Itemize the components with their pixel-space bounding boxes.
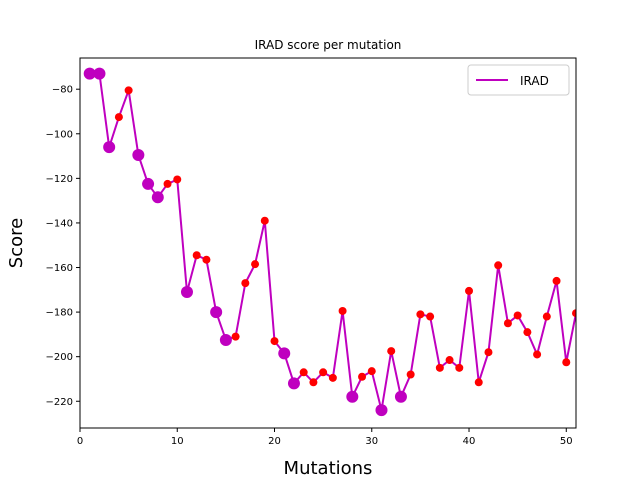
data-point xyxy=(572,309,576,318)
data-point-accepted xyxy=(142,177,155,190)
data-point xyxy=(513,311,522,320)
data-point-accepted xyxy=(287,377,300,390)
data-point-accepted xyxy=(151,191,164,204)
data-point-accepted xyxy=(219,333,232,346)
y-axis: −80 −100 −120 −140 −160 −180 −200 −220 xyxy=(46,85,80,408)
x-tick-label: 20 xyxy=(268,436,281,447)
data-point xyxy=(260,216,269,225)
data-point xyxy=(523,328,532,337)
data-point xyxy=(465,286,474,295)
data-point xyxy=(202,255,211,264)
data-point xyxy=(309,378,318,387)
data-point xyxy=(270,337,279,346)
data-point-accepted xyxy=(93,67,106,80)
data-point xyxy=(552,276,561,285)
data-point xyxy=(416,310,425,319)
data-point-accepted xyxy=(132,148,145,161)
data-point xyxy=(542,312,551,321)
y-tick-label: −80 xyxy=(52,85,73,96)
x-tick-label: 0 xyxy=(77,436,83,447)
plot-area xyxy=(79,57,577,429)
data-point xyxy=(367,367,376,376)
data-point-accepted xyxy=(83,67,96,80)
data-point xyxy=(406,370,415,379)
data-point-accepted xyxy=(180,286,193,299)
data-point-accepted xyxy=(394,390,407,403)
data-point xyxy=(474,378,483,387)
data-point xyxy=(231,332,240,341)
data-point xyxy=(503,319,512,328)
data-point xyxy=(163,179,172,188)
data-point xyxy=(445,356,454,365)
x-axis: 0 10 20 30 40 50 xyxy=(77,428,573,447)
data-point xyxy=(251,260,260,269)
data-point xyxy=(562,358,571,367)
data-point xyxy=(241,279,250,288)
data-point xyxy=(426,312,435,321)
y-tick-label: −140 xyxy=(46,218,73,229)
data-point-accepted xyxy=(375,404,388,417)
data-point-accepted xyxy=(278,347,291,360)
data-point xyxy=(484,348,493,357)
x-axis-label: Mutations xyxy=(284,458,373,479)
y-tick-label: −220 xyxy=(46,397,73,408)
x-tick-label: 10 xyxy=(171,436,184,447)
y-tick-label: −180 xyxy=(46,308,73,319)
data-point xyxy=(124,86,133,95)
y-tick-label: −120 xyxy=(46,174,73,185)
data-point xyxy=(338,306,347,315)
legend-box xyxy=(467,64,570,96)
data-point xyxy=(455,363,464,372)
data-point xyxy=(328,373,337,382)
data-point-accepted xyxy=(346,390,359,403)
y-tick-label: −200 xyxy=(46,352,73,363)
legend-label-irad: IRAD xyxy=(520,74,549,88)
data-point-accepted xyxy=(210,306,223,319)
y-tick-label: −100 xyxy=(46,129,73,140)
data-point xyxy=(358,372,367,381)
x-tick-label: 30 xyxy=(365,436,378,447)
data-point xyxy=(173,175,182,184)
data-point xyxy=(494,261,503,270)
y-axis-label: Score xyxy=(6,218,27,268)
x-tick-label: 40 xyxy=(463,436,476,447)
data-point-accepted xyxy=(103,141,116,154)
y-tick-label: −160 xyxy=(46,263,73,274)
x-tick-label: 50 xyxy=(560,436,573,447)
data-point xyxy=(299,368,308,377)
data-point xyxy=(114,113,123,122)
data-point xyxy=(533,350,542,359)
axes-frame xyxy=(79,57,577,429)
chart-title: IRAD score per mutation xyxy=(255,38,402,52)
data-point xyxy=(192,251,201,260)
legend: IRAD xyxy=(467,64,570,96)
data-point xyxy=(387,347,396,356)
series-layer xyxy=(83,67,576,417)
data-point xyxy=(435,363,444,372)
data-point xyxy=(319,368,328,377)
